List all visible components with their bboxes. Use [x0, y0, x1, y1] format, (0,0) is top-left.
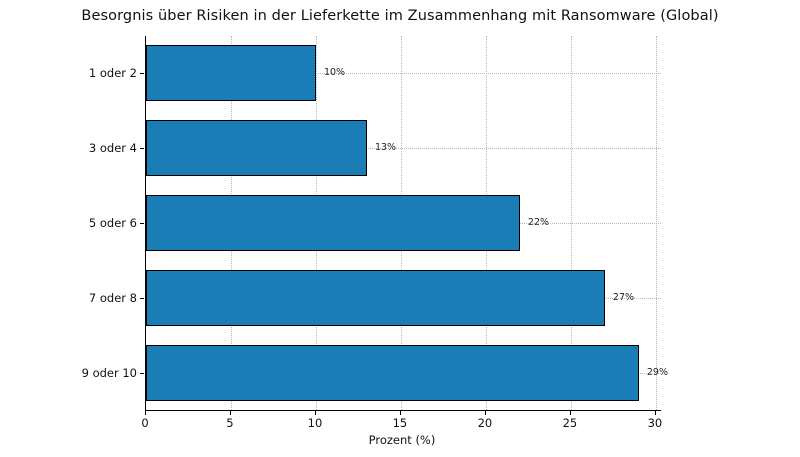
bar: [146, 195, 520, 251]
x-tick-label: 10: [307, 416, 323, 430]
x-tick-mark: [569, 411, 571, 415]
y-tick-label: 3 oder 4: [88, 141, 137, 156]
x-tick-label: 0: [141, 416, 149, 430]
x-tick-label: 30: [647, 416, 663, 430]
plot-area: 10% 13% 22% 27% 29%: [145, 36, 668, 411]
bar: [146, 120, 367, 177]
x-tick-label: 20: [477, 416, 493, 430]
x-tick-mark: [484, 411, 486, 415]
y-tick-mark: [140, 73, 144, 75]
x-tick-mark: [399, 411, 401, 415]
x-tick-mark: [229, 411, 231, 415]
x-tick-label: 15: [392, 416, 408, 430]
bar: [146, 269, 605, 326]
x-tick-label: 25: [562, 416, 578, 430]
bar-value-label: 29%: [646, 366, 669, 378]
y-tick-mark: [140, 297, 144, 299]
x-tick-mark: [654, 411, 656, 415]
chart-title: Besorgnis über Risiken in der Lieferkett…: [81, 8, 719, 24]
y-tick-label: 1 oder 2: [88, 66, 137, 81]
bar: [146, 344, 639, 401]
y-tick-label: 7 oder 8: [88, 290, 137, 305]
y-tick-mark: [140, 148, 144, 150]
x-axis-label: Prozent (%): [368, 433, 436, 447]
bar-value-label: 27%: [612, 291, 635, 303]
y-tick-mark: [140, 372, 144, 374]
bar-value-label: 10%: [323, 67, 346, 79]
y-gridline: [146, 73, 661, 75]
x-tick-mark: [314, 411, 316, 415]
y-gridline: [146, 148, 661, 150]
bar-value-label: 22%: [527, 217, 550, 228]
y-tick-label: 5 oder 6: [88, 216, 137, 230]
x-tick-mark: [145, 411, 146, 415]
y-tick-mark: [140, 223, 144, 224]
x-tick-label: 5: [226, 416, 234, 430]
bar: [146, 45, 316, 102]
y-tick-label: 9 oder 10: [81, 365, 137, 380]
bar-value-label: 13%: [374, 142, 397, 154]
